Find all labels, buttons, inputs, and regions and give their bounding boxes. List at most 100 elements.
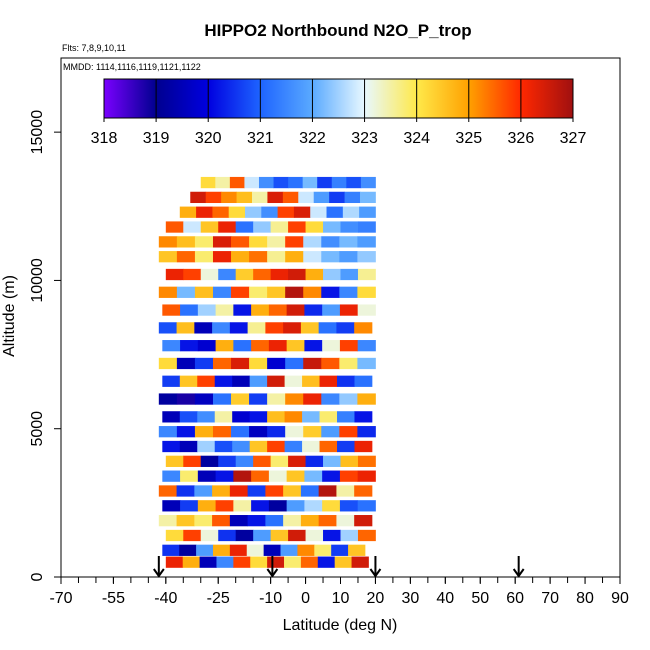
heat-cell (194, 357, 214, 370)
heat-cell (304, 340, 323, 352)
heat-cell (200, 268, 219, 281)
heat-cell (336, 515, 355, 527)
heat-cell (180, 470, 199, 482)
heat-cell (179, 206, 197, 218)
heat-cell (270, 221, 289, 233)
heat-cell (236, 191, 253, 204)
heat-cell (231, 236, 250, 248)
heat-cell (357, 268, 376, 281)
heat-cell (212, 286, 232, 298)
heat-cell (190, 191, 207, 204)
heat-cell (253, 221, 272, 233)
heat-cell (158, 236, 178, 248)
heat-cell (305, 529, 324, 542)
heat-cell (231, 286, 250, 298)
heat-cell (337, 440, 355, 453)
heat-cell (354, 440, 373, 453)
heat-cell (339, 340, 359, 352)
heat-cell (176, 357, 196, 370)
heat-cell (245, 206, 262, 218)
heat-cell (214, 411, 233, 423)
heat-cell (212, 544, 231, 556)
heat-cell (323, 455, 341, 467)
heat-cell (229, 544, 248, 556)
x-tick-label: 0 (301, 590, 310, 607)
heat-cell (158, 251, 178, 263)
heat-cell (285, 393, 304, 405)
heat-cell (339, 251, 358, 263)
heat-cell (253, 529, 272, 542)
heat-cell (197, 304, 216, 316)
heat-cell (267, 236, 286, 248)
heat-cell (340, 529, 359, 542)
heat-cell (268, 500, 288, 512)
heat-cell (288, 221, 306, 233)
heat-cell (334, 556, 352, 568)
heat-cell (357, 500, 376, 512)
heat-cell (348, 544, 366, 556)
flight-markers (153, 556, 525, 578)
y-tick-label: 10000 (29, 258, 46, 303)
heat-cell (232, 440, 251, 453)
heat-cell (286, 470, 305, 482)
heat-cell (162, 304, 181, 316)
heat-cell (322, 500, 341, 512)
heat-cell (357, 304, 376, 316)
heat-cell (267, 357, 286, 370)
heat-cell (339, 426, 358, 438)
heat-cell (179, 375, 198, 387)
y-tick-label: 15000 (29, 110, 46, 155)
heat-cell (212, 515, 231, 527)
colorbar-tick-label: 318 (91, 130, 118, 147)
flight-arrow-head (266, 568, 279, 578)
heat-cell (267, 440, 285, 453)
colorbar-tick-label: 326 (508, 130, 535, 147)
flight-arrow-head (369, 568, 382, 578)
heat-cell (158, 426, 178, 438)
heat-cell (344, 191, 361, 204)
heat-cell (284, 556, 302, 568)
heat-cell (323, 221, 341, 233)
heat-cell (288, 268, 306, 281)
heat-cell (212, 393, 232, 405)
colorbar-tick-label: 322 (299, 130, 326, 147)
heat-cell (197, 375, 216, 387)
heat-cell (197, 340, 216, 352)
heat-cell (165, 556, 184, 568)
heat-cell (176, 236, 196, 248)
heat-cell (158, 357, 178, 370)
heat-cell (337, 375, 355, 387)
heat-cell (180, 340, 199, 352)
heat-cell (354, 375, 373, 387)
x-tick-label: -25 (207, 590, 230, 607)
heat-cell (261, 206, 279, 218)
heat-cell (286, 304, 305, 316)
heat-cell (180, 500, 199, 512)
heat-cell (321, 236, 340, 248)
heat-cell (194, 236, 214, 248)
heat-cell (336, 485, 355, 497)
heat-cell (304, 470, 323, 482)
heat-cell (273, 176, 289, 189)
heat-cell (318, 322, 337, 334)
heat-cell (258, 176, 274, 189)
heat-cell (197, 440, 216, 453)
heat-cell (268, 304, 288, 316)
heat-cell (270, 529, 289, 542)
heat-cell (285, 286, 304, 298)
heat-cell (176, 515, 195, 527)
heat-cell (323, 529, 341, 542)
heat-cell (288, 529, 306, 542)
heat-cell (297, 544, 315, 556)
heat-cell (194, 515, 213, 527)
heat-cell (196, 544, 214, 556)
heat-cell (194, 426, 214, 438)
heat-cell (232, 411, 251, 423)
heat-cell (357, 529, 376, 542)
heat-cell (180, 304, 199, 316)
heat-cell (183, 529, 202, 542)
heat-cell (200, 221, 219, 233)
heat-cell (194, 485, 213, 497)
heat-cell (337, 411, 355, 423)
